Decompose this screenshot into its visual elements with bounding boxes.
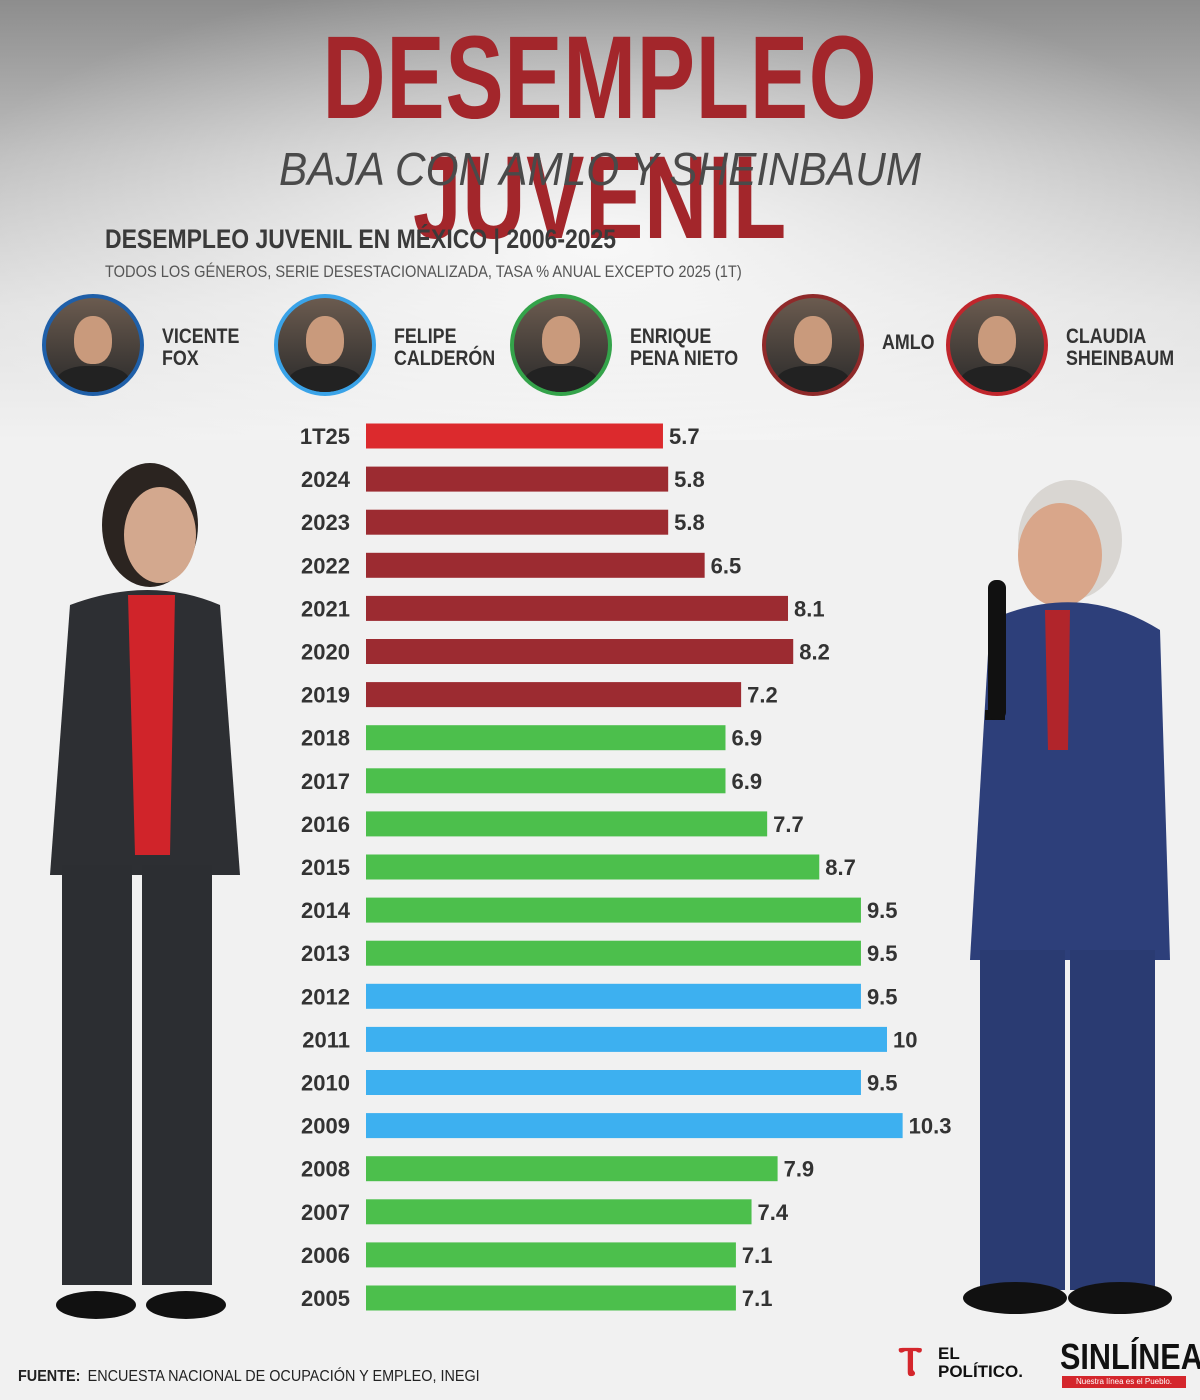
source-footer: FUENTE: ENCUESTA NACIONAL DE OCUPACIÓN Y … — [18, 1368, 480, 1386]
value-label-2021: 8.1 — [794, 596, 825, 621]
category-label-2014: 2014 — [301, 898, 351, 923]
category-label-2024: 2024 — [301, 467, 351, 492]
source-label: FUENTE: — [18, 1368, 81, 1385]
value-label-2020: 8.2 — [799, 640, 830, 665]
value-label-2006: 7.1 — [742, 1243, 773, 1268]
sinlinea-logo: SINLÍNEA Nuestra línea es el Pueblo. — [1060, 1336, 1200, 1388]
bar-2021 — [366, 595, 789, 621]
category-label-2008: 2008 — [301, 1157, 350, 1182]
legend-pena-nieto-label: ENRIQUE PENA NIETO — [630, 325, 739, 370]
value-label-2014: 9.5 — [867, 898, 898, 923]
value-label-2024: 5.8 — [674, 467, 705, 492]
value-label-1T25: 5.7 — [669, 424, 700, 449]
legend-amlo-label: AMLO — [882, 331, 935, 354]
bar-2023 — [366, 509, 669, 535]
bar-2015 — [366, 854, 820, 880]
category-label-2021: 2021 — [301, 596, 350, 621]
bar-2020 — [366, 639, 794, 664]
category-label-2016: 2016 — [301, 812, 350, 837]
category-label-2010: 2010 — [301, 1071, 350, 1096]
category-label-2023: 2023 — [301, 510, 350, 535]
category-label-2006: 2006 — [301, 1243, 350, 1268]
legend-fox-label: VICENTE FOX — [162, 325, 240, 370]
bar-2008 — [366, 1156, 778, 1182]
value-label-2007: 7.4 — [758, 1200, 789, 1225]
legend-sheinbaum-label: CLAUDIA SHEINBAUM — [1066, 325, 1175, 370]
value-label-2019: 7.2 — [747, 683, 778, 708]
amlo-figure — [963, 480, 1172, 1314]
bar-2010 — [366, 1070, 861, 1095]
value-label-2013: 9.5 — [867, 941, 898, 966]
bar-2024 — [366, 466, 669, 492]
avatar-sheinbaum — [946, 294, 1048, 396]
category-label-2012: 2012 — [301, 984, 350, 1009]
category-label-2022: 2022 — [301, 553, 350, 578]
bar-1T25 — [366, 423, 663, 449]
bar-2018 — [366, 725, 726, 751]
bar-2009 — [366, 1113, 903, 1139]
value-label-2008: 7.9 — [784, 1157, 815, 1182]
legend-calderon-label: FELIPE CALDERÓN — [394, 325, 496, 370]
category-label-2017: 2017 — [301, 769, 350, 794]
category-label-2019: 2019 — [301, 683, 350, 708]
avatar-calderon — [274, 294, 376, 396]
value-label-2023: 5.8 — [674, 510, 705, 535]
bar-2017 — [366, 768, 726, 794]
page-title: DESEMPLEO JUVENIL — [322, 12, 878, 264]
category-label-2007: 2007 — [301, 1200, 350, 1225]
avatar-amlo — [762, 294, 864, 396]
value-label-2015: 8.7 — [825, 855, 856, 880]
bar-2013 — [366, 940, 861, 966]
value-label-2012: 9.5 — [867, 984, 898, 1009]
category-label-2009: 2009 — [301, 1114, 350, 1139]
value-label-2018: 6.9 — [731, 726, 762, 751]
bar-2012 — [366, 983, 861, 1009]
page-subtitle: BAJA CON AMLO Y SHEINBAUM — [278, 143, 922, 195]
bar-2016 — [366, 811, 768, 837]
value-label-2022: 6.5 — [711, 553, 742, 578]
value-label-2016: 7.7 — [773, 812, 804, 837]
bar-2007 — [366, 1199, 752, 1225]
bar-2006 — [366, 1242, 736, 1268]
category-label-2018: 2018 — [301, 726, 350, 751]
elpolitico-logo: Ⲧ EL POLÍTICO. — [898, 1340, 1023, 1384]
bar-2011 — [366, 1026, 887, 1052]
category-label-2020: 2020 — [301, 640, 350, 665]
value-label-2017: 6.9 — [731, 769, 762, 794]
category-label-2011: 2011 — [302, 1027, 350, 1052]
category-label-2015: 2015 — [301, 855, 350, 880]
category-label-1T25: 1T25 — [300, 424, 350, 449]
sheinbaum-figure — [50, 463, 240, 1319]
value-label-2011: 10 — [893, 1027, 917, 1052]
bar-2019 — [366, 682, 742, 708]
value-label-2005: 7.1 — [742, 1286, 773, 1311]
header-background — [0, 0, 1200, 440]
value-label-2010: 9.5 — [867, 1071, 898, 1096]
bar-2014 — [366, 897, 861, 923]
bar-2005 — [366, 1285, 736, 1311]
category-label-2005: 2005 — [301, 1286, 350, 1311]
source-text: ENCUESTA NACIONAL DE OCUPACIÓN Y EMPLEO,… — [87, 1368, 480, 1385]
avatar-fox — [42, 294, 144, 396]
bar-2022 — [366, 552, 705, 578]
chart-title: DESEMPLEO JUVENIL EN MÉXICO | 2006-2025 — [105, 224, 617, 254]
category-label-2013: 2013 — [301, 941, 350, 966]
avatar-pena-nieto — [510, 294, 612, 396]
chart-subtitle: TODOS LOS GÉNEROS, SERIE DESESTACIONALIZ… — [105, 262, 742, 281]
value-label-2009: 10.3 — [909, 1114, 952, 1139]
